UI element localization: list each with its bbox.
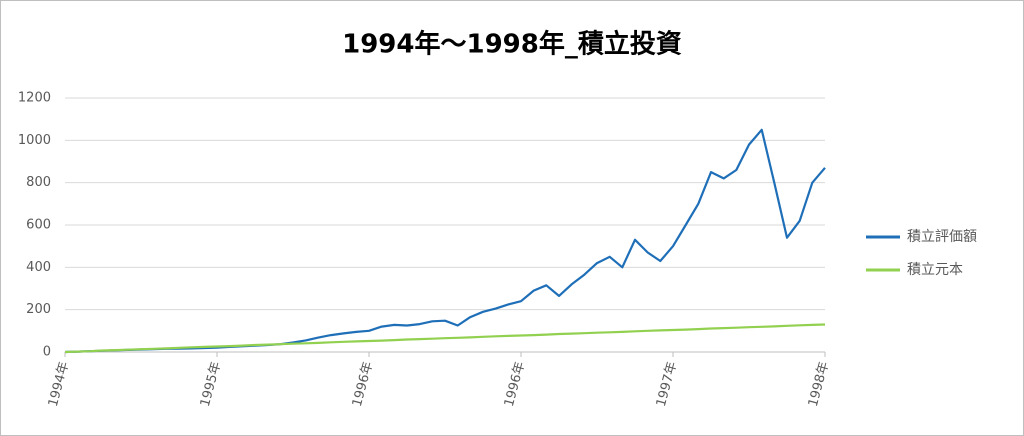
y-tick-label: 1200 [18,91,51,106]
y-tick-label: 600 [26,218,51,233]
y-tick-label: 1000 [18,133,51,148]
chart-title: 1994年～1998年_積立投資 [342,29,682,60]
y-tick-label: 200 [26,302,51,317]
y-tick-label: 0 [43,345,51,360]
y-tick-label: 800 [26,175,51,190]
y-tick-label: 400 [26,260,51,275]
series-line [64,323,826,354]
legend-label: 積立評価額 [907,229,977,245]
legend-label: 積立元本 [907,262,963,278]
